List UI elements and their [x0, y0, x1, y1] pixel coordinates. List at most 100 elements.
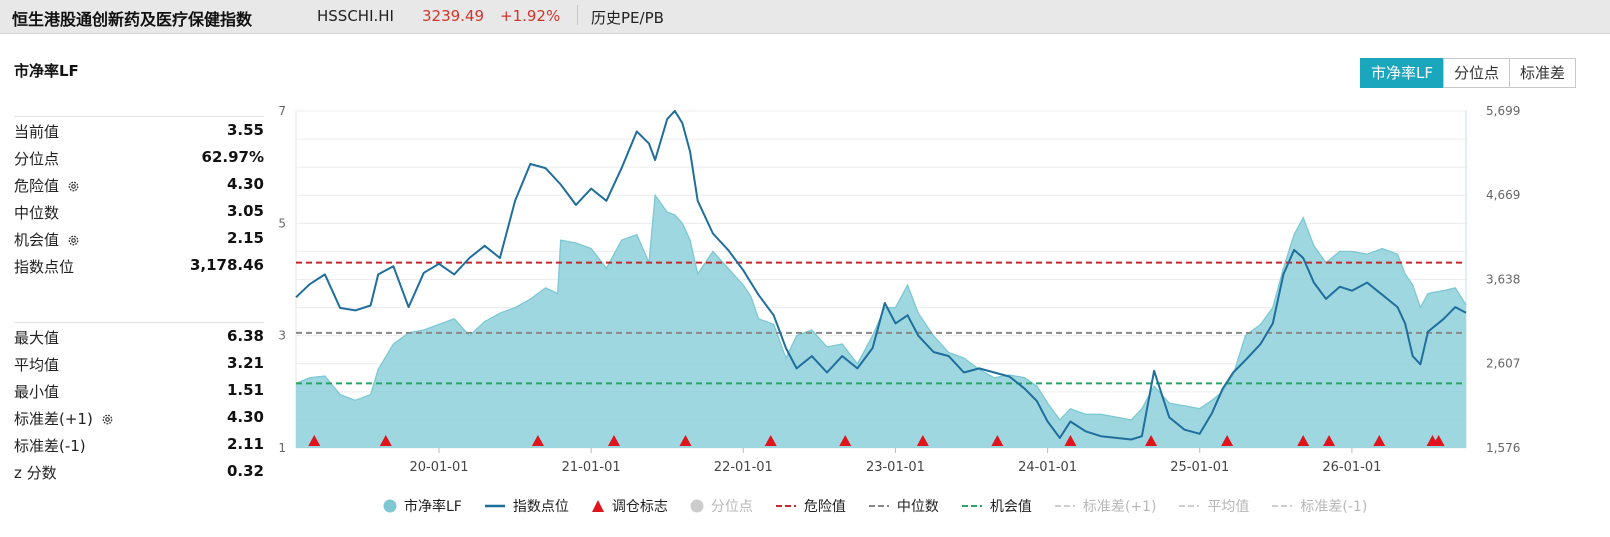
tab-percentile[interactable]: 分位点	[1443, 58, 1511, 88]
stat-row: 分位点 62.97%	[14, 144, 264, 171]
rebalance-marker	[764, 435, 777, 446]
rebalance-marker	[379, 435, 392, 446]
x-tick-label: 21-01-01	[562, 460, 621, 475]
tab-std-dev[interactable]: 标准差	[1509, 58, 1577, 88]
dot-icon	[383, 499, 404, 513]
stat-label: 标准差(+1)	[14, 408, 114, 429]
triangle-icon	[591, 499, 612, 513]
stat-label: 标准差(-1)	[14, 435, 86, 456]
legend-label: 市净率LF	[404, 499, 462, 515]
stat-label-text: 最大值	[14, 329, 60, 347]
gear-icon[interactable]	[59, 231, 80, 249]
stat-row: 中位数 3.05	[14, 198, 264, 225]
stat-label: 当前值	[14, 121, 59, 142]
stat-row: 机会值 2.15	[14, 225, 264, 252]
y-left-tick-label: 1	[278, 441, 286, 455]
legend-item[interactable]: 机会值	[961, 496, 1032, 516]
rebalance-marker	[1297, 435, 1310, 446]
legend-item[interactable]: 危险值	[775, 496, 846, 516]
legend-item[interactable]: 标准差(+1)	[1054, 496, 1157, 516]
legend-item[interactable]: 分位点	[690, 496, 753, 516]
stat-label: 最小值	[14, 381, 59, 402]
panel-title: 市净率LF	[14, 62, 79, 80]
line-icon	[484, 499, 513, 513]
stat-label-text: z 分数	[14, 464, 57, 482]
dash-icon	[961, 499, 990, 513]
legend-item[interactable]: 市净率LF	[383, 496, 462, 516]
stat-label-text: 平均值	[14, 356, 60, 374]
stat-label-text: 当前值	[14, 123, 60, 141]
legend-label: 中位数	[896, 499, 939, 515]
stat-label-text: 分位点	[14, 150, 60, 168]
rebalance-marker	[679, 435, 692, 446]
stat-value: 1.51	[226, 381, 264, 399]
stat-label: 机会值	[14, 229, 80, 250]
stat-label-text: 指数点位	[14, 258, 75, 276]
tab-pb-lf[interactable]: 市净率LF	[1360, 58, 1444, 88]
legend-label: 平均值	[1207, 499, 1250, 515]
stat-row: 平均值 3.21	[14, 350, 264, 377]
index-code: HSSCHI.HI	[317, 7, 394, 25]
stat-label-text: 机会值	[14, 231, 60, 249]
index-title: 恒生港股通创新药及医疗保健指数	[12, 10, 253, 29]
stat-label: 危险值	[14, 175, 80, 196]
stats-secondary: 最大值 6.38 平均值 3.21 最小值 1.51 标准差(+1) 4.30 标准差(-1) 2…	[14, 322, 264, 485]
stat-value: 6.38	[226, 327, 264, 345]
legend-label: 危险值	[803, 499, 846, 515]
rebalance-marker	[308, 435, 321, 446]
dash-icon	[868, 499, 897, 513]
stat-value: 0.32	[226, 462, 264, 480]
legend-label: 标准差(+1)	[1082, 499, 1157, 515]
stat-label-text: 标准差(+1)	[14, 410, 93, 428]
rebalance-marker	[839, 435, 852, 446]
stat-row: 当前值 3.55	[14, 117, 264, 144]
stat-label: 分位点	[14, 148, 59, 169]
stat-row: 标准差(+1) 4.30	[14, 404, 264, 431]
y-right-tick-label: 1,576	[1486, 441, 1520, 455]
rebalance-marker	[991, 435, 1004, 446]
x-tick-label: 22-01-01	[714, 460, 773, 475]
stat-label: 最大值	[14, 327, 59, 348]
x-tick-label: 20-01-01	[410, 460, 469, 475]
index-line	[295, 109, 1467, 441]
legend-item[interactable]: 指数点位	[484, 496, 569, 516]
gear-icon[interactable]	[59, 177, 80, 195]
dash-icon	[1271, 499, 1300, 513]
stat-value: 62.97%	[201, 148, 264, 166]
legend-item[interactable]: 中位数	[868, 496, 939, 516]
rebalance-marker	[1373, 435, 1386, 446]
stat-value: 2.15	[226, 229, 264, 247]
y-right-tick-label: 5,699	[1486, 104, 1520, 118]
chart-legend: 市净率LF 指数点位 调仓标志 分位点 危险值 中位数 机会值 标准差(+1) 平均值 标准差(-…	[383, 496, 1389, 516]
legend-label: 分位点	[710, 499, 753, 515]
stat-value: 2.11	[226, 435, 264, 453]
legend-label: 调仓标志	[611, 499, 668, 515]
legend-label: 标准差(-1)	[1300, 499, 1368, 515]
x-tick-label: 24-01-01	[1018, 460, 1077, 475]
stat-label-text: 标准差(-1)	[14, 437, 86, 455]
stat-label: z 分数	[14, 462, 57, 483]
dash-icon	[1178, 499, 1207, 513]
pb-line	[295, 193, 1467, 421]
legend-item[interactable]: 标准差(-1)	[1271, 496, 1367, 516]
stat-row: 标准差(-1) 2.11	[14, 431, 264, 458]
y-right-tick-label: 4,669	[1486, 188, 1520, 202]
stat-label-text: 中位数	[14, 204, 60, 222]
rebalance-marker	[1221, 435, 1234, 446]
stat-row: 危险值 4.30	[14, 171, 264, 198]
history-pe-pb-link[interactable]: 历史PE/PB	[591, 9, 664, 27]
rebalance-marker	[1323, 435, 1336, 446]
x-tick-label: 26-01-01	[1322, 460, 1381, 475]
index-price: 3239.49	[422, 7, 485, 25]
stat-value: 4.30	[226, 175, 264, 193]
rebalance-marker	[1064, 435, 1077, 446]
stat-row: 最大值 6.38	[14, 323, 264, 350]
legend-item[interactable]: 平均值	[1178, 496, 1249, 516]
dash-icon	[775, 499, 804, 513]
dash-icon	[1054, 499, 1083, 513]
legend-item[interactable]: 调仓标志	[591, 496, 668, 516]
legend-label: 机会值	[989, 499, 1032, 515]
stat-row: 最小值 1.51	[14, 377, 264, 404]
gear-icon[interactable]	[93, 410, 114, 428]
